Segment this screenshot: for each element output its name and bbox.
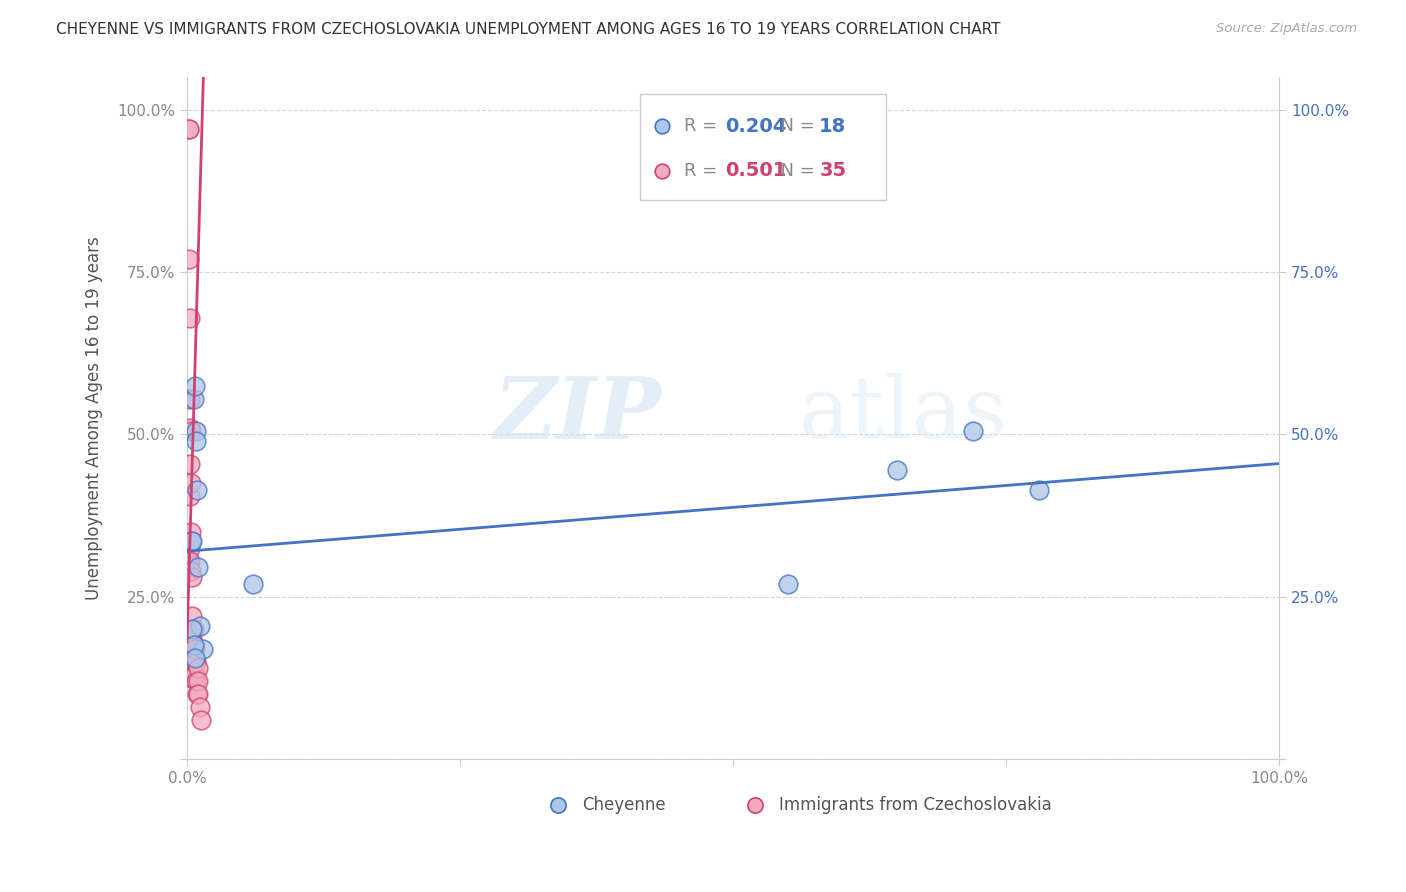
Point	[179, 421, 201, 435]
Text: R =: R =	[683, 117, 723, 136]
Text: atlas: atlas	[799, 373, 1008, 457]
Point	[886, 463, 908, 477]
Point	[184, 655, 207, 669]
Point	[187, 673, 209, 688]
Point	[180, 524, 202, 539]
Point	[181, 534, 204, 549]
Text: 18: 18	[820, 117, 846, 136]
Point	[188, 700, 211, 714]
Point	[180, 632, 202, 646]
Text: 0.204: 0.204	[725, 117, 787, 136]
Point	[184, 673, 207, 688]
Point	[744, 796, 766, 810]
Point	[181, 570, 204, 584]
Point	[181, 632, 204, 646]
Point	[179, 310, 201, 325]
Point	[188, 619, 211, 633]
Point	[651, 149, 673, 163]
Point	[179, 554, 201, 568]
Point	[179, 541, 201, 555]
Point	[183, 651, 205, 665]
Point	[181, 651, 204, 665]
Point	[187, 661, 209, 675]
Point	[187, 687, 209, 701]
Text: N =: N =	[769, 161, 821, 179]
Point	[187, 560, 209, 574]
Text: 0.501: 0.501	[725, 161, 787, 180]
Point	[183, 667, 205, 681]
Point	[183, 655, 205, 669]
Point	[183, 641, 205, 656]
Point	[179, 122, 201, 136]
Point	[181, 622, 204, 636]
Point	[190, 713, 212, 727]
Point	[179, 632, 201, 646]
Point	[179, 564, 201, 578]
Point	[179, 392, 201, 406]
Bar	[640, 95, 886, 200]
Point	[183, 392, 205, 406]
Point	[179, 252, 201, 267]
Point	[180, 534, 202, 549]
Text: Source: ZipAtlas.com: Source: ZipAtlas.com	[1216, 22, 1357, 36]
Point	[184, 424, 207, 438]
Point	[1028, 483, 1050, 497]
Point	[183, 378, 205, 392]
Point	[186, 687, 208, 701]
Y-axis label: Unemployment Among Ages 16 to 19 years: Unemployment Among Ages 16 to 19 years	[86, 236, 103, 600]
Point	[181, 609, 204, 624]
Text: Immigrants from Czechoslovakia: Immigrants from Czechoslovakia	[779, 797, 1052, 814]
Point	[962, 424, 984, 438]
Text: CHEYENNE VS IMMIGRANTS FROM CZECHOSLOVAKIA UNEMPLOYMENT AMONG AGES 16 TO 19 YEAR: CHEYENNE VS IMMIGRANTS FROM CZECHOSLOVAK…	[56, 22, 1001, 37]
Text: 35: 35	[820, 161, 846, 180]
Text: ZIP: ZIP	[494, 373, 662, 457]
Point	[193, 641, 215, 656]
Point	[184, 434, 207, 448]
Point	[183, 638, 205, 652]
Point	[242, 576, 264, 591]
Point	[179, 457, 201, 471]
Point	[179, 554, 201, 568]
Point	[180, 476, 202, 491]
Point	[547, 796, 569, 810]
Point	[180, 564, 202, 578]
Text: Cheyenne: Cheyenne	[582, 797, 666, 814]
Text: R =: R =	[683, 161, 723, 179]
Point	[180, 424, 202, 438]
Point	[179, 122, 201, 136]
Point	[651, 192, 673, 206]
Text: N =: N =	[769, 117, 821, 136]
Point	[181, 671, 204, 685]
Point	[776, 576, 799, 591]
Point	[186, 483, 208, 497]
Point	[183, 622, 205, 636]
Point	[179, 489, 201, 503]
